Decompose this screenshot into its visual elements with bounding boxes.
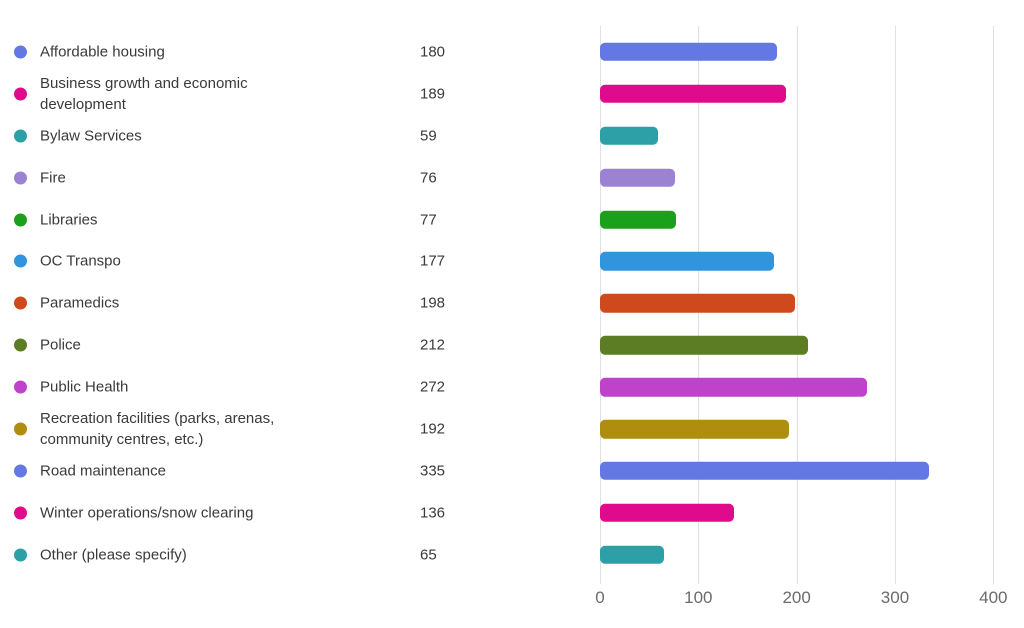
legend-dot-icon [14,464,27,478]
bar [600,419,789,439]
chart-row: Road maintenance 335 [0,450,1024,492]
legend-dot-icon [14,422,27,436]
bar [600,210,676,229]
chart-row: Public Health 272 [0,366,1024,408]
chart-row: Bylaw Services 59 [0,115,1024,157]
legend-label: Fire [40,169,66,187]
value-label: 136 [420,504,446,522]
legend-dot-icon [14,548,27,562]
legend-label: Paramedics [40,294,120,312]
x-axis-tick-label: 0 [595,588,605,607]
legend-label: Winter operations/snow clearing [40,504,254,522]
legend-dot-icon [14,506,27,520]
chart-row: Police 212 [0,324,1024,366]
gridline [796,26,798,584]
x-axis-tick-label: 200 [782,588,811,607]
chart-row: Winter operations/snow clearing 136 [0,492,1024,534]
legend-label: Bylaw Services [40,127,142,145]
bar [600,335,809,355]
value-label: 77 [420,211,437,229]
legend-label: Business growth and economic development [40,74,248,113]
value-label: 76 [420,169,437,187]
legend-label: Libraries [40,211,98,229]
legend-dot-icon [14,171,27,185]
bar [600,503,734,523]
chart-row: Libraries 77 [0,199,1024,241]
legend-dot-icon [14,129,27,143]
bar [600,126,658,145]
legend-dot-icon [14,213,27,227]
bar [600,461,930,481]
value-label: 65 [420,546,437,564]
chart-row: Recreation facilities (parks, arenas, co… [0,408,1024,450]
chart-row: Other (please specify) 65 [0,534,1024,576]
bar [600,42,777,62]
value-label: 192 [420,420,446,438]
legend-label: Other (please specify) [40,546,187,564]
legend-label: Police [40,336,81,354]
value-label: 177 [420,252,446,270]
x-axis-tick-label: 100 [684,588,713,607]
legend-label: Road maintenance [40,462,166,480]
legend-label: Recreation facilities (parks, arenas, co… [40,410,275,449]
bar [600,168,675,187]
chart-row: Business growth and economic development… [0,73,1024,115]
value-label: 189 [420,85,446,103]
x-axis-tick-label: 400 [979,588,1008,607]
legend-label: OC Transpo [40,252,121,270]
value-label: 272 [420,378,446,396]
bar [600,377,868,397]
legend-dot-icon [14,338,27,352]
value-label: 335 [420,462,446,480]
legend-dot-icon [14,296,27,310]
value-label: 180 [420,43,446,61]
bar [600,84,786,104]
gridline [993,26,995,584]
value-label: 212 [420,336,446,354]
bar [600,252,775,271]
chart-row: Affordable housing 180 [0,31,1024,73]
legend-dot-icon [14,254,27,268]
value-label: 198 [420,294,446,312]
legend-label: Public Health [40,378,129,396]
chart-row: Fire 76 [0,157,1024,199]
bar [600,545,664,564]
legend-dot-icon [14,45,27,59]
legend-label: Affordable housing [40,43,165,61]
value-label: 59 [420,127,437,145]
chart-row: Paramedics 198 [0,282,1024,324]
bar [600,294,795,313]
chart-row: OC Transpo 177 [0,241,1024,283]
x-axis-tick-label: 300 [880,588,910,607]
legend-dot-icon [14,87,27,101]
legend-dot-icon [14,380,27,394]
gridline [894,26,896,584]
